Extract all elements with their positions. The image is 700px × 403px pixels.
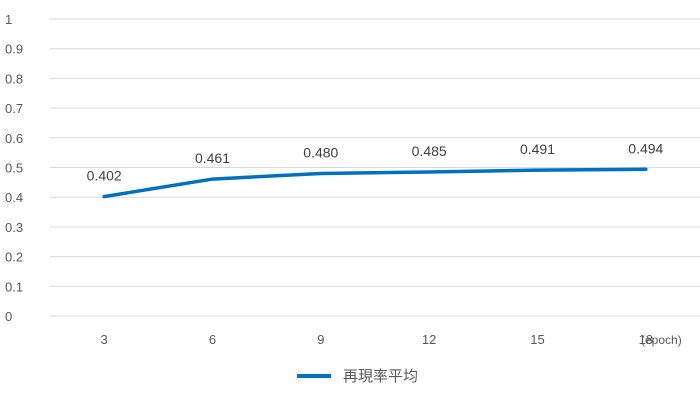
y-tick-label: 0.1 bbox=[5, 279, 23, 294]
x-tick-label: 18 bbox=[639, 332, 653, 347]
legend: 再現率平均 bbox=[297, 367, 418, 385]
y-tick-label: 1 bbox=[5, 12, 12, 27]
data-label: 0.480 bbox=[303, 144, 338, 160]
y-tick-label: 0.4 bbox=[5, 190, 23, 205]
data-label: 0.485 bbox=[412, 143, 447, 159]
y-tick-label: 0.9 bbox=[5, 42, 23, 57]
y-tick-label: 0.3 bbox=[5, 220, 23, 235]
data-label: 0.461 bbox=[195, 150, 230, 166]
data-labels: 0.402 0.461 0.480 0.485 0.491 0.494 bbox=[87, 140, 664, 183]
y-tick-label: 0.2 bbox=[5, 250, 23, 265]
series-line bbox=[102, 167, 648, 199]
y-tick-label: 0.7 bbox=[5, 101, 23, 116]
x-tick-label: 15 bbox=[530, 332, 544, 347]
y-tick-label: 0.5 bbox=[5, 161, 23, 176]
data-label: 0.491 bbox=[520, 141, 555, 157]
x-axis-ticks: 3 6 9 12 15 18 bbox=[101, 332, 654, 347]
data-label: 0.494 bbox=[628, 140, 663, 156]
series-lines bbox=[102, 167, 648, 199]
y-tick-label: 0 bbox=[5, 309, 12, 324]
x-tick-label: 12 bbox=[422, 332, 436, 347]
y-axis-ticks: 0 0.1 0.2 0.3 0.4 0.5 0.6 0.7 0.8 0.9 1 bbox=[5, 12, 23, 324]
x-axis-unit: (epoch) bbox=[641, 333, 682, 347]
x-tick-label: 3 bbox=[101, 332, 108, 347]
legend-label: 再現率平均 bbox=[343, 367, 418, 385]
y-tick-label: 0.6 bbox=[5, 131, 23, 146]
gridlines bbox=[50, 18, 700, 317]
x-tick-label: 6 bbox=[209, 332, 216, 347]
y-tick-label: 0.8 bbox=[5, 71, 23, 86]
x-tick-label: 9 bbox=[317, 332, 324, 347]
data-label: 0.402 bbox=[87, 168, 122, 184]
